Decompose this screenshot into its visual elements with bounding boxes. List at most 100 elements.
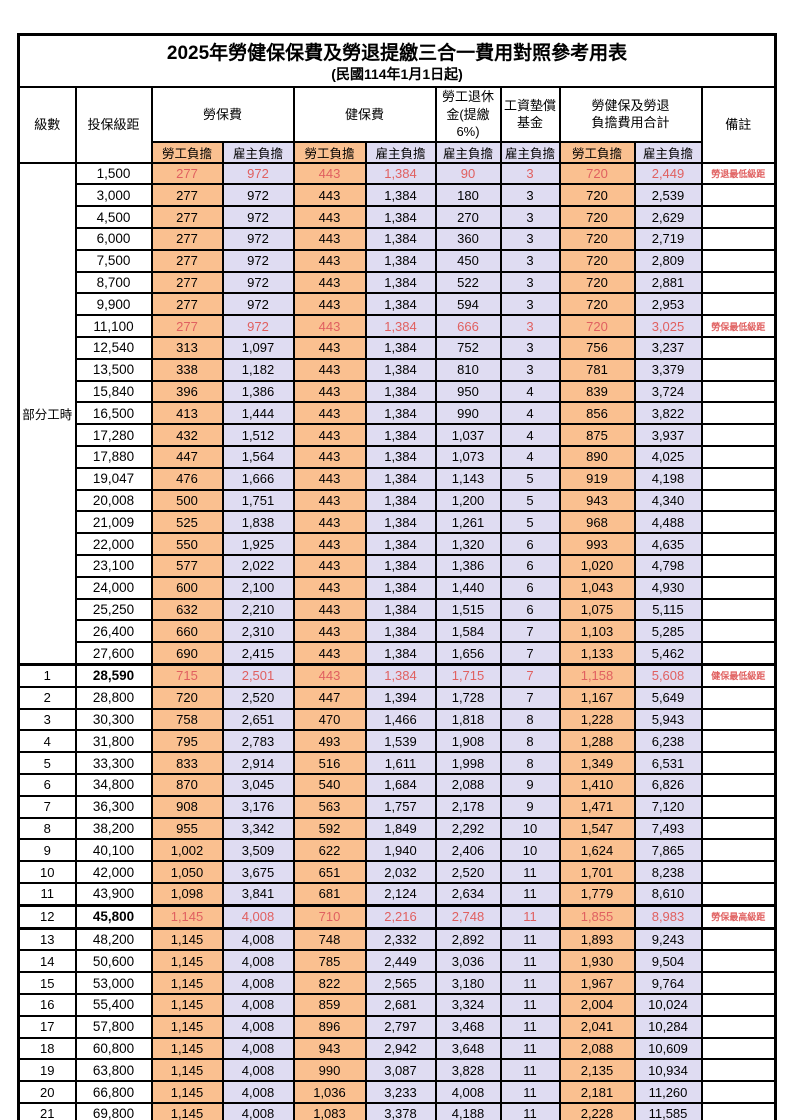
table-row: 17,280 432 1,512 443 1,384 1,037 4 875 3,937 xyxy=(19,423,777,447)
cell-level: 13 xyxy=(17,926,77,952)
cell-remark xyxy=(700,466,777,491)
cell-value: 968 xyxy=(558,510,636,535)
cell-value: 1,925 xyxy=(221,532,295,556)
cell-value: 1,083 xyxy=(292,1101,367,1120)
cell-value: 756 xyxy=(558,336,636,360)
cell-bracket: 34,800 xyxy=(74,772,153,797)
cell-bracket: 60,800 xyxy=(74,1036,153,1061)
cell-value: 8 xyxy=(499,751,561,775)
cell-value: 1,666 xyxy=(221,466,295,491)
cell-value: 1,097 xyxy=(221,336,295,360)
cell-bracket: 42,000 xyxy=(74,860,153,884)
cell-value: 277 xyxy=(150,270,224,295)
cell-value: 972 xyxy=(221,205,295,230)
subheader-total-employer: 雇主負擔 xyxy=(633,140,703,164)
cell-value: 2,332 xyxy=(364,926,437,952)
cell-value: 710 xyxy=(292,903,367,930)
cell-value: 11 xyxy=(499,926,561,952)
cell-level: 4 xyxy=(17,729,77,754)
cell-value: 516 xyxy=(292,751,367,775)
cell-value: 972 xyxy=(221,248,295,273)
cell-bracket: 69,800 xyxy=(74,1101,153,1120)
cell-value: 1,998 xyxy=(434,751,502,775)
cell-value: 3,822 xyxy=(633,401,703,426)
cell-value: 10,284 xyxy=(633,1014,703,1039)
cell-value: 3 xyxy=(499,227,561,251)
cell-value: 632 xyxy=(150,597,224,622)
cell-value: 890 xyxy=(558,445,636,469)
cell-value: 443 xyxy=(292,401,367,426)
cell-value: 1,145 xyxy=(150,1036,224,1061)
cell-value: 9,243 xyxy=(633,926,703,952)
table-row: 17 57,800 1,145 4,008 896 2,797 3,468 11 2,041 10… xyxy=(17,1014,777,1039)
cell-value: 1,751 xyxy=(221,488,295,513)
cell-value: 690 xyxy=(150,641,224,666)
cell-value: 11 xyxy=(499,1058,561,1083)
table-row: 6,000 277 972 443 1,384 360 3 720 2,719 xyxy=(19,227,777,251)
cell-value: 11 xyxy=(499,881,561,907)
cell-value: 2,415 xyxy=(221,641,295,666)
cell-value: 1,547 xyxy=(558,816,636,841)
table-row: 11,100 277 972 443 1,384 666 3 720 3,025 勞保最低級距 xyxy=(19,314,777,339)
cell-value: 1,037 xyxy=(434,423,502,447)
cell-value: 443 xyxy=(292,532,367,556)
cell-value: 2,004 xyxy=(558,992,636,1017)
subheader-labor-employee: 勞工負擔 xyxy=(150,140,224,164)
cell-value: 1,684 xyxy=(364,772,437,797)
cell-bracket: 8,700 xyxy=(74,270,153,295)
cell-value: 4,008 xyxy=(221,1101,295,1120)
cell-remark xyxy=(700,619,777,644)
cell-level: 1 xyxy=(17,662,77,688)
cell-remark: 勞保最高級距 xyxy=(700,903,777,930)
cell-value: 875 xyxy=(558,423,636,447)
cell-value: 1,849 xyxy=(364,816,437,841)
cell-value: 3 xyxy=(499,314,561,339)
cell-value: 443 xyxy=(292,314,367,339)
cell-value: 4,008 xyxy=(434,1080,502,1104)
cell-value: 2,178 xyxy=(434,794,502,819)
header-wage-fund: 工資墊償 基金 xyxy=(499,86,561,143)
cell-value: 972 xyxy=(221,292,295,317)
cell-value: 443 xyxy=(292,248,367,273)
cell-value: 4,008 xyxy=(221,1058,295,1083)
cell-remark xyxy=(700,794,777,819)
cell-value: 443 xyxy=(292,379,367,404)
cell-value: 748 xyxy=(292,926,367,952)
cell-value: 2,892 xyxy=(434,926,502,952)
cell-value: 1,075 xyxy=(558,597,636,622)
cell-bracket: 13,500 xyxy=(74,357,153,382)
cell-value: 795 xyxy=(150,729,224,754)
cell-value: 360 xyxy=(434,227,502,251)
cell-bracket: 23,100 xyxy=(74,553,153,578)
cell-value: 2,634 xyxy=(434,881,502,907)
cell-value: 277 xyxy=(150,205,224,230)
cell-value: 2,953 xyxy=(633,292,703,317)
cell-bracket: 40,100 xyxy=(74,838,153,863)
table-row: 24,000 600 2,100 443 1,384 1,440 6 1,043 4,930 xyxy=(19,575,777,600)
cell-value: 1,940 xyxy=(364,838,437,863)
title-row: 2025年勞健保保費及勞退提繳三合一費用對照參考用表 (民國114年1月1日起) xyxy=(17,33,777,88)
cell-remark xyxy=(700,292,777,317)
cell-value: 990 xyxy=(434,401,502,426)
cell-bracket: 28,590 xyxy=(74,662,153,688)
cell-value: 990 xyxy=(292,1058,367,1083)
cell-value: 1,410 xyxy=(558,772,636,797)
cell-value: 5,462 xyxy=(633,641,703,666)
cell-remark xyxy=(700,838,777,863)
cell-value: 2,501 xyxy=(221,662,295,688)
cell-value: 2,797 xyxy=(364,1014,437,1039)
cell-value: 4,930 xyxy=(633,575,703,600)
cell-value: 1,145 xyxy=(150,903,224,930)
table-body: 部分工時 1,500 277 972 443 1,384 90 3 720 2,449 勞退最低級距… xyxy=(17,161,777,1120)
cell-remark xyxy=(700,205,777,230)
subheader-labor-employer: 雇主負擔 xyxy=(221,140,295,164)
cell-value: 6 xyxy=(499,575,561,600)
cell-value: 839 xyxy=(558,379,636,404)
cell-bracket: 17,880 xyxy=(74,445,153,469)
cell-bracket: 30,300 xyxy=(74,707,153,732)
cell-remark xyxy=(700,1080,777,1104)
cell-value: 1,384 xyxy=(364,597,437,622)
cell-value: 1,779 xyxy=(558,881,636,907)
cell-value: 6,531 xyxy=(633,751,703,775)
cell-value: 1,384 xyxy=(364,205,437,230)
